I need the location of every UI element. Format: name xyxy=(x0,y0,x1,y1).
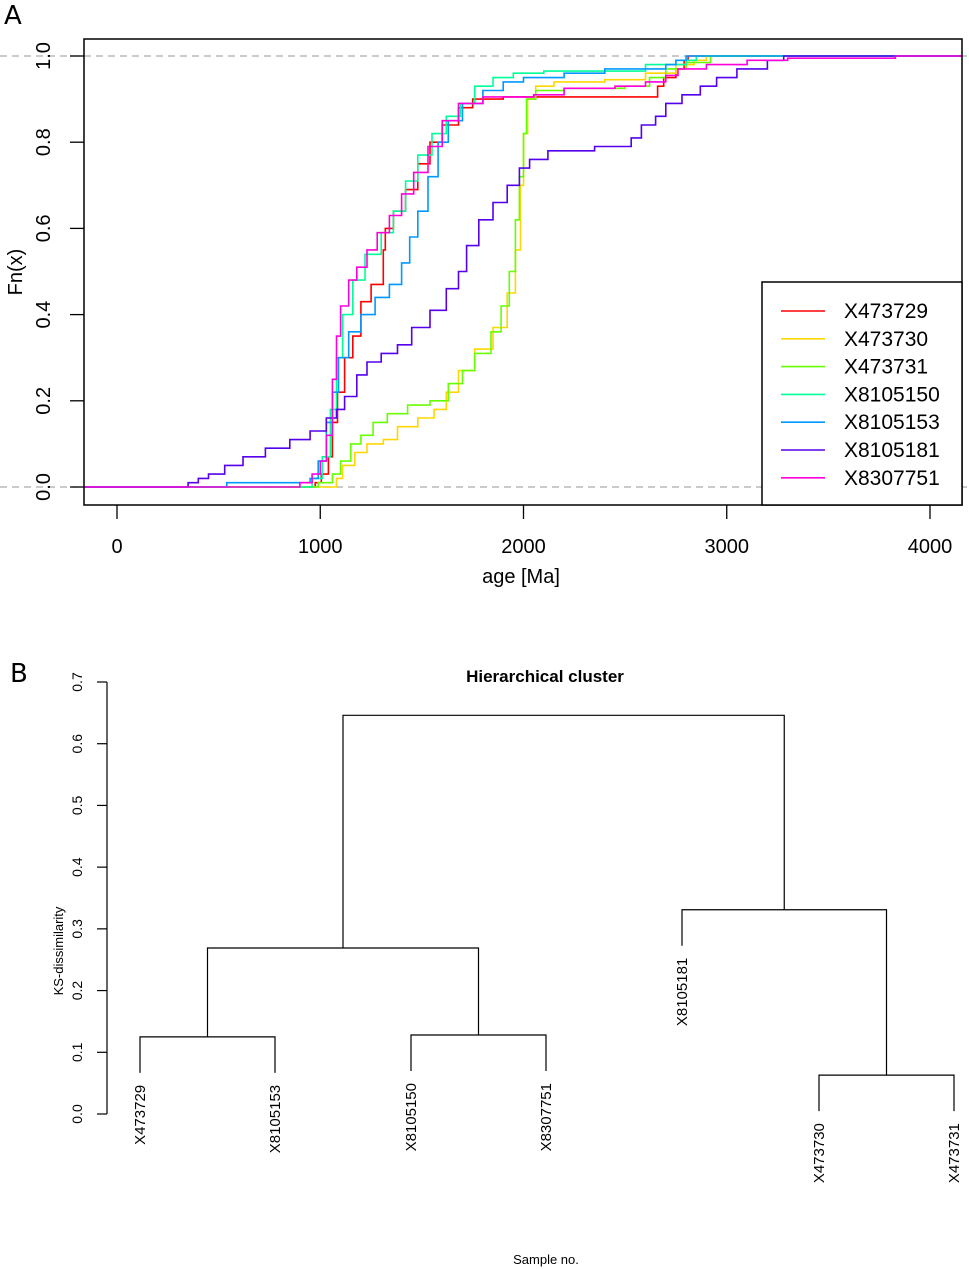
legend-label-X8307751: X8307751 xyxy=(844,467,940,490)
leaf-label-X473731: X473731 xyxy=(946,1123,963,1183)
y-tick-label: 0.4 xyxy=(33,301,55,329)
legend-label-X473729: X473729 xyxy=(844,300,928,323)
y-tick-label: 0.2 xyxy=(33,387,55,415)
dendrogram-branch xyxy=(139,1036,276,1073)
y-tick-label: 0.0 xyxy=(33,473,55,501)
y-tick-label: 0.7 xyxy=(69,672,85,692)
leaf-label-X8105181: X8105181 xyxy=(674,958,691,1026)
series-line-X8105181 xyxy=(84,55,962,488)
leaf-label-X473730: X473730 xyxy=(811,1123,828,1183)
dendrogram-branch xyxy=(410,1034,547,1072)
leaf-label-X8307751: X8307751 xyxy=(538,1083,555,1151)
y-tick-label: 0.1 xyxy=(69,1042,85,1062)
x-axis: 0 1000 2000 3000 4000 xyxy=(111,505,952,558)
series-line-X8105150 xyxy=(84,55,962,488)
legend-label-X8105181: X8105181 xyxy=(844,439,940,462)
legend-label-X8105150: X8105150 xyxy=(844,383,940,406)
x-tick-label: 0 xyxy=(111,536,122,558)
panel-a-label: A xyxy=(4,1,22,31)
leaf-label-X8105153: X8105153 xyxy=(267,1085,284,1153)
y-tick-label: 0.6 xyxy=(69,734,85,754)
legend-label-X8105153: X8105153 xyxy=(844,411,940,434)
legend-label-X473731: X473731 xyxy=(844,356,928,379)
leaf-label-X8105150: X8105150 xyxy=(403,1083,420,1151)
y-tick-label: 0.8 xyxy=(33,128,55,156)
y-tick-label: 1.0 xyxy=(33,42,55,70)
legend: X473729 X473730 X473731 X8105150 X8105153 X81… xyxy=(761,281,963,506)
ecdf-series-group xyxy=(84,55,962,488)
dendrogram-branch xyxy=(818,1074,955,1112)
y-tick-label: 0.6 xyxy=(33,214,55,242)
y-tick-label: 0.4 xyxy=(69,857,85,877)
y-tick-label: 0.2 xyxy=(69,981,85,1001)
x-tick-label: 4000 xyxy=(908,536,953,558)
x-tick-label: 3000 xyxy=(705,536,750,558)
leaf-labels: X473729 X8105153 X8105150 X8307751 X8105181 X… xyxy=(132,958,963,1183)
series-line-X473730 xyxy=(84,55,962,488)
panel-b-label: B xyxy=(10,659,28,689)
y-axis-title-dendrogram: KS-dissimilarity xyxy=(51,906,66,995)
legend-label-X473730: X473730 xyxy=(844,328,928,351)
leaf-label-X473729: X473729 xyxy=(132,1085,149,1145)
dendrogram-branch xyxy=(206,947,480,1037)
dendrogram-title: Hierarchical cluster xyxy=(466,667,624,686)
dendrogram-branch xyxy=(681,909,888,1076)
x-axis-title: age [Ma] xyxy=(482,566,560,588)
y-tick-label: 0.3 xyxy=(69,919,85,939)
dendrogram-tree xyxy=(139,714,955,1112)
y-axis: 0.0 0.2 0.4 0.6 0.8 1.0 xyxy=(33,42,84,501)
x-tick-label: 1000 xyxy=(298,536,343,558)
y-tick-label: 0.5 xyxy=(69,795,85,815)
series-line-X8307751 xyxy=(84,55,962,488)
y-axis-dendrogram: 0.0 0.1 0.2 0.3 0.4 0.5 0.6 0.7 xyxy=(69,672,108,1124)
x-axis-title-dendrogram: Sample no. xyxy=(513,1252,579,1267)
legend-box xyxy=(761,281,963,506)
x-tick-label: 2000 xyxy=(501,536,546,558)
y-tick-label: 0.0 xyxy=(69,1104,85,1124)
y-axis-title: Fn(x) xyxy=(5,249,27,296)
dendrogram-branch xyxy=(342,714,785,948)
